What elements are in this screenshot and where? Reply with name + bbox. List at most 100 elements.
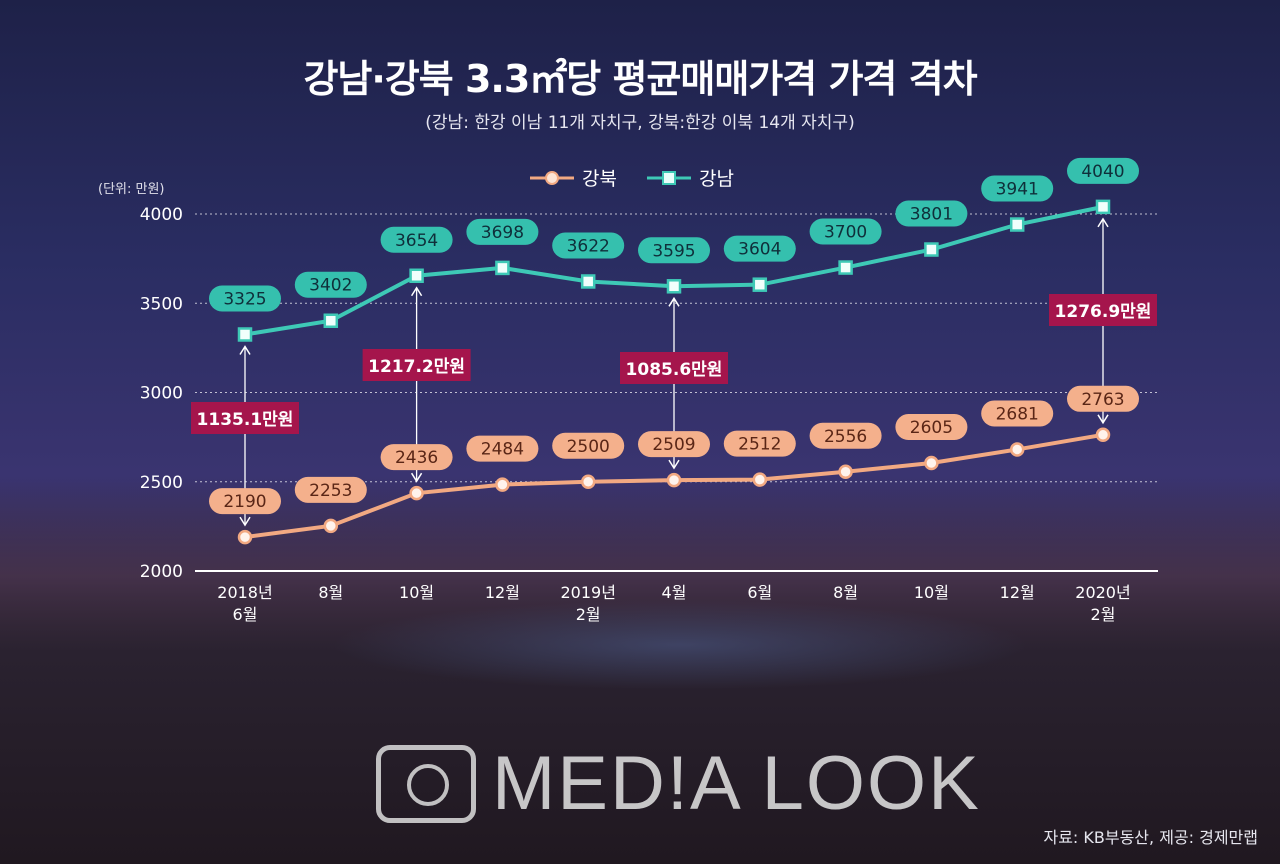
legend-label: 강남 [698, 168, 734, 190]
x-tick-label: 2월 [576, 605, 601, 624]
data-label: 3941 [996, 180, 1039, 200]
data-label: 3325 [223, 289, 266, 309]
x-tick-label: 10월 [914, 583, 949, 602]
data-point-gangbuk [495, 477, 510, 492]
data-point-gangnam [924, 242, 939, 257]
arrow-head-up-icon [668, 296, 680, 307]
x-tick-label: 2019년 [560, 583, 615, 602]
data-label: 2605 [910, 418, 953, 438]
data-label-pill [809, 422, 882, 449]
x-tick-label: 8월 [833, 583, 858, 602]
data-point-gangnam [1095, 199, 1111, 215]
circle-marker-icon [530, 170, 574, 185]
data-label: 3604 [738, 240, 781, 260]
x-tick-label: 4월 [662, 583, 687, 602]
data-label-pill [209, 488, 281, 515]
data-label: 2500 [567, 437, 610, 457]
data-point-gangnam [495, 260, 510, 276]
data-label-pill [466, 435, 539, 462]
data-label-pill [981, 400, 1054, 427]
data-point-gangbuk [752, 472, 768, 487]
x-tick-label: 2020년 [1075, 583, 1130, 602]
arrow-head-up-icon [410, 286, 423, 297]
data-label: 4040 [1081, 162, 1124, 182]
watermark-logo: MED!A LOOK [376, 740, 981, 827]
data-label-pill [552, 232, 625, 259]
data-point-gangbuk [666, 472, 682, 488]
gap-label-box [1049, 294, 1157, 326]
data-point-gangnam [752, 277, 768, 292]
data-label-pill [552, 432, 625, 459]
arrow-head-down-icon [410, 472, 423, 483]
data-point-gangbuk [580, 474, 596, 489]
data-point-gangbuk [409, 485, 424, 501]
arrow-head-down-icon [239, 516, 251, 527]
data-point-gangbuk [323, 518, 339, 534]
arrow-head-down-icon [668, 459, 680, 470]
gap-label: 1276.9만원 [1055, 302, 1152, 322]
gap-label-box [362, 349, 471, 381]
data-label-pill [294, 271, 367, 298]
legend-item-gangbuk: 강북 [530, 164, 617, 191]
data-label-pill [1067, 157, 1139, 184]
data-point-gangbuk [1095, 427, 1111, 443]
chart-subtitle: (강남: 한강 이남 11개 자치구, 강북:한강 이북 14개 자치구) [425, 113, 855, 133]
river-glow [330, 600, 1030, 690]
data-point-gangbuk [924, 455, 939, 471]
gap-label: 1135.1만원 [197, 410, 294, 430]
data-label: 3700 [824, 223, 867, 243]
x-tick-label: 6월 [747, 583, 772, 602]
data-label-pill [895, 414, 968, 441]
arrow-head-down-icon [1097, 414, 1109, 425]
legend-item-gangnam: 강남 [646, 164, 734, 191]
data-label: 3595 [652, 241, 695, 261]
y-tick-label: 3500 [140, 294, 183, 314]
gap-label-box [620, 352, 728, 384]
x-tick-label: 6월 [233, 605, 258, 624]
y-tick-label: 2000 [140, 562, 183, 582]
data-label: 2190 [223, 492, 266, 512]
legend-label: 강북 [582, 168, 617, 190]
data-label: 3402 [309, 276, 352, 296]
arrow-head-up-icon [239, 345, 251, 355]
data-label: 2436 [395, 448, 438, 468]
y-tick-label: 2500 [140, 473, 183, 493]
data-label: 2763 [1081, 390, 1124, 410]
arrow-head-up-icon [1097, 217, 1109, 228]
data-label: 2512 [738, 435, 781, 455]
data-label-pill [380, 444, 453, 471]
data-label: 3654 [395, 231, 438, 251]
y-tick-label: 3000 [140, 384, 183, 404]
x-tick-label: 2018년 [217, 583, 272, 602]
gap-label: 1217.2만원 [368, 357, 465, 377]
data-label: 3698 [481, 223, 524, 243]
source-note: 자료: KB부동산, 제공: 경제만랩 [1043, 828, 1258, 847]
camera-icon [376, 744, 476, 823]
x-tick-label: 12월 [485, 583, 520, 602]
gap-label-box [191, 402, 299, 434]
data-label: 3801 [910, 205, 953, 225]
data-label-pill [466, 218, 539, 245]
data-label: 2681 [996, 404, 1039, 424]
y-tick-label: 4000 [140, 205, 183, 225]
data-label-pill [209, 285, 281, 312]
data-label-pill [895, 200, 968, 227]
data-label-pill [723, 430, 796, 457]
data-point-gangnam [409, 268, 424, 284]
data-label-pill [638, 431, 710, 458]
data-point-gangbuk [237, 529, 253, 545]
data-label: 2484 [481, 440, 524, 460]
data-point-gangnam [323, 313, 339, 328]
data-point-gangnam [1009, 217, 1025, 232]
legend: 강북 강남 [530, 164, 734, 191]
data-point-gangbuk [838, 464, 853, 480]
data-label: 2253 [309, 481, 352, 501]
data-label: 3622 [567, 236, 610, 256]
x-tick-label: 2월 [1091, 605, 1116, 624]
chart-title: 강남·강북 3.3㎡당 평균매매가격 가격 격차 [303, 57, 977, 101]
data-point-gangnam [838, 260, 853, 275]
data-label-pill [809, 218, 882, 245]
unit-label: (단위: 만원) [98, 182, 165, 197]
data-label-pill [638, 237, 710, 264]
